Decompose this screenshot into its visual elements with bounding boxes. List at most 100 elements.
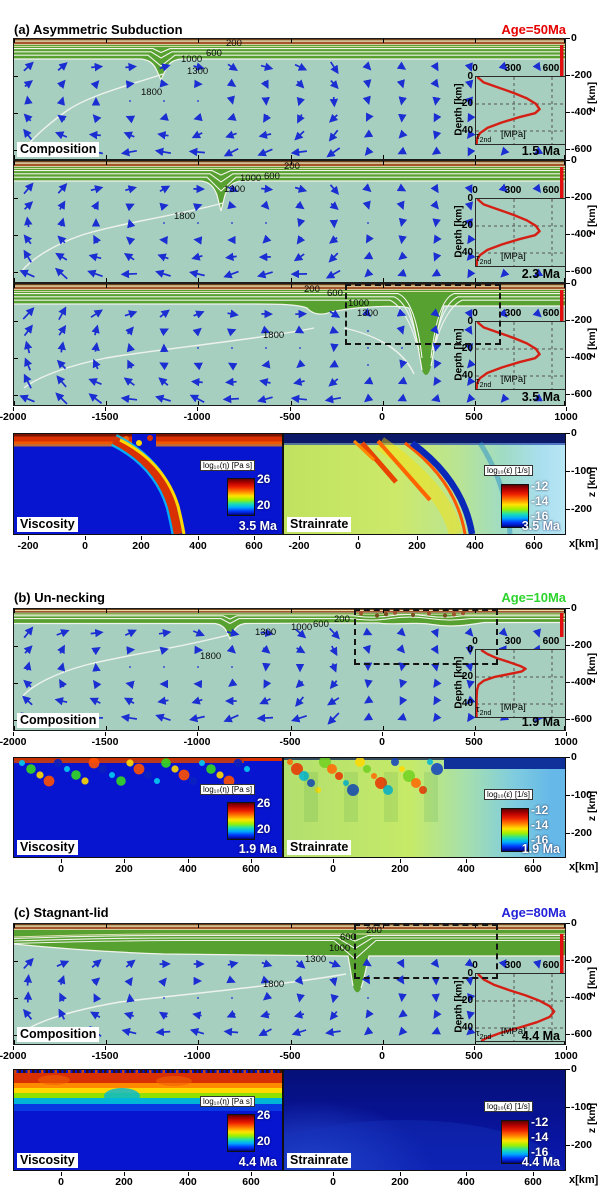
inset-x-tick-label: 600 (542, 63, 560, 74)
colorbar-tick: 26 (257, 472, 271, 486)
axis-tick (566, 997, 570, 998)
zoom-region-box (354, 924, 498, 979)
inset-x-tick-label: 300 (504, 63, 522, 74)
axis-tick (13, 407, 14, 411)
viscosity-colorbar-title: log₁₀(η) [Pa s] (200, 784, 256, 795)
isotherm-label: 1800 (200, 651, 222, 662)
axis-tick-label: -200 (288, 540, 310, 552)
axis-tick-label: 0 (571, 32, 577, 44)
axis-tick-label: 1000 (554, 736, 578, 748)
inset-xlabel: [MPa] (501, 251, 526, 262)
inset-y-tick-label: -40 (458, 698, 473, 709)
axis-tick-label: -2000 (0, 411, 27, 423)
time-label: 1.5 Ma (521, 144, 560, 158)
axis-tick (197, 732, 198, 736)
colorbar-tick: 26 (257, 1108, 271, 1122)
axis-tick (566, 719, 570, 720)
inset-x-tick-label: 0 (472, 308, 478, 319)
axis-tick-label: 0 (571, 1063, 577, 1075)
axis-tick (382, 732, 383, 736)
axis-tick-label: -200 (571, 827, 593, 839)
axis-tick-label: -200 (571, 191, 593, 203)
axis-tick (198, 536, 199, 540)
z-axis-label: z [km] (586, 81, 598, 113)
axis-tick-label: 400 (457, 1176, 475, 1188)
axis-tick-label: -600 (571, 713, 593, 725)
x-axis-unit-label: x[km] (569, 861, 599, 873)
axis-tick-label: -1000 (183, 1050, 211, 1062)
axis-tick (566, 1069, 570, 1070)
colorbar-tick: -14 (531, 818, 549, 832)
z-axis-label: z [km] (586, 652, 598, 683)
z-axis-label: z [km] (586, 966, 598, 998)
axis-tick (533, 1172, 534, 1176)
axis-tick (566, 608, 570, 609)
axis-tick (105, 1046, 106, 1050)
inset-y-tick-label: -40 (458, 1022, 473, 1033)
axis-tick (13, 1046, 14, 1050)
strainrate-badge: Strainrate (287, 517, 352, 532)
axis-tick-label: 600 (524, 863, 542, 875)
axis-tick (566, 923, 570, 924)
axis-tick-label: 500 (465, 1050, 483, 1062)
isotherm-label: 1800 (174, 211, 196, 222)
isotherm-label: 200 (226, 38, 242, 49)
axis-tick (566, 394, 570, 395)
axis-tick-label: -600 (571, 388, 593, 400)
axis-tick-label: -200 (571, 69, 593, 81)
x-axis-composition-a: -2000 -1500 -1000 -500 0 500 1000 (0, 407, 578, 423)
composition-panel-a-1: Composition 1.5 Ma 200 600 1000 1300 1800 0 30… (13, 38, 566, 160)
axis-tick (254, 536, 255, 540)
panel-a-header: (a) Asymmetric Subduction Age=50Ma (14, 22, 566, 38)
axis-tick (197, 1046, 198, 1050)
axis-tick (566, 112, 570, 113)
axis-tick-label: 500 (465, 736, 483, 748)
axis-tick (105, 407, 106, 411)
axis-tick-label: 400 (189, 540, 207, 552)
time-label: 3.5 Ma (238, 519, 277, 533)
axis-tick (28, 536, 29, 540)
axis-tick-label: -400 (571, 106, 593, 118)
axis-tick (566, 271, 570, 272)
x-axis-zoom-c: 0 200 400 600 0 200 400 600 (13, 1172, 566, 1188)
axis-tick-label: 0 (571, 427, 577, 439)
composition-panel-c: Composition 4.4 Ma 200 600 1000 1300 1800 0 30… (13, 923, 566, 1045)
inset-curve-label: τ2nd (476, 704, 492, 717)
time-label: 4.4 Ma (238, 1155, 277, 1169)
inset-curve-label: τ2nd (476, 131, 492, 144)
panel-c-age-label: Age=80Ma (501, 905, 566, 920)
inset-x-tick-label: 600 (542, 185, 560, 196)
axis-tick-label: -400 (571, 351, 593, 363)
axis-tick (61, 1172, 62, 1176)
axis-tick-label: -1500 (91, 1050, 119, 1062)
axis-tick-label: -1500 (91, 736, 119, 748)
isotherm-label: 1300 (224, 184, 246, 195)
inset-ylabel: Depth [km] (453, 205, 465, 258)
x-axis-unit-label: x[km] (569, 1174, 599, 1186)
isotherm-label: 600 (313, 619, 329, 630)
x-axis-unit-label: x[km] (569, 538, 599, 550)
axis-tick (566, 234, 570, 235)
inset-x-tick-label: 0 (472, 636, 478, 647)
axis-tick-label: -1500 (91, 411, 119, 423)
stress-profile-inset (475, 76, 565, 145)
inset-y-tick-label: -40 (458, 247, 473, 258)
viscosity-colorbar (227, 478, 255, 516)
axis-tick-label: 200 (391, 863, 409, 875)
colorbar-tick: -12 (531, 1115, 549, 1129)
axis-tick (566, 645, 570, 646)
axis-tick (474, 732, 475, 736)
viscosity-colorbar (227, 1114, 255, 1152)
axis-tick (105, 732, 106, 736)
strainrate-panel-c: log₁₀(ε̇) [1/s] -12 -14 -16 Strainrate 4… (283, 1069, 566, 1171)
axis-tick (566, 1034, 570, 1035)
colorbar-tick: -16 (531, 509, 549, 523)
inset-x-tick-label: 300 (504, 636, 522, 647)
axis-tick-label: 0 (571, 154, 577, 166)
isotherm-label: 1300 (255, 627, 277, 638)
axis-tick (188, 1172, 189, 1176)
axis-tick (566, 283, 570, 284)
colorbar-tick: -16 (531, 833, 549, 847)
axis-tick-label: -200 (571, 954, 593, 966)
panel-b-age-label: Age=10Ma (501, 590, 566, 605)
